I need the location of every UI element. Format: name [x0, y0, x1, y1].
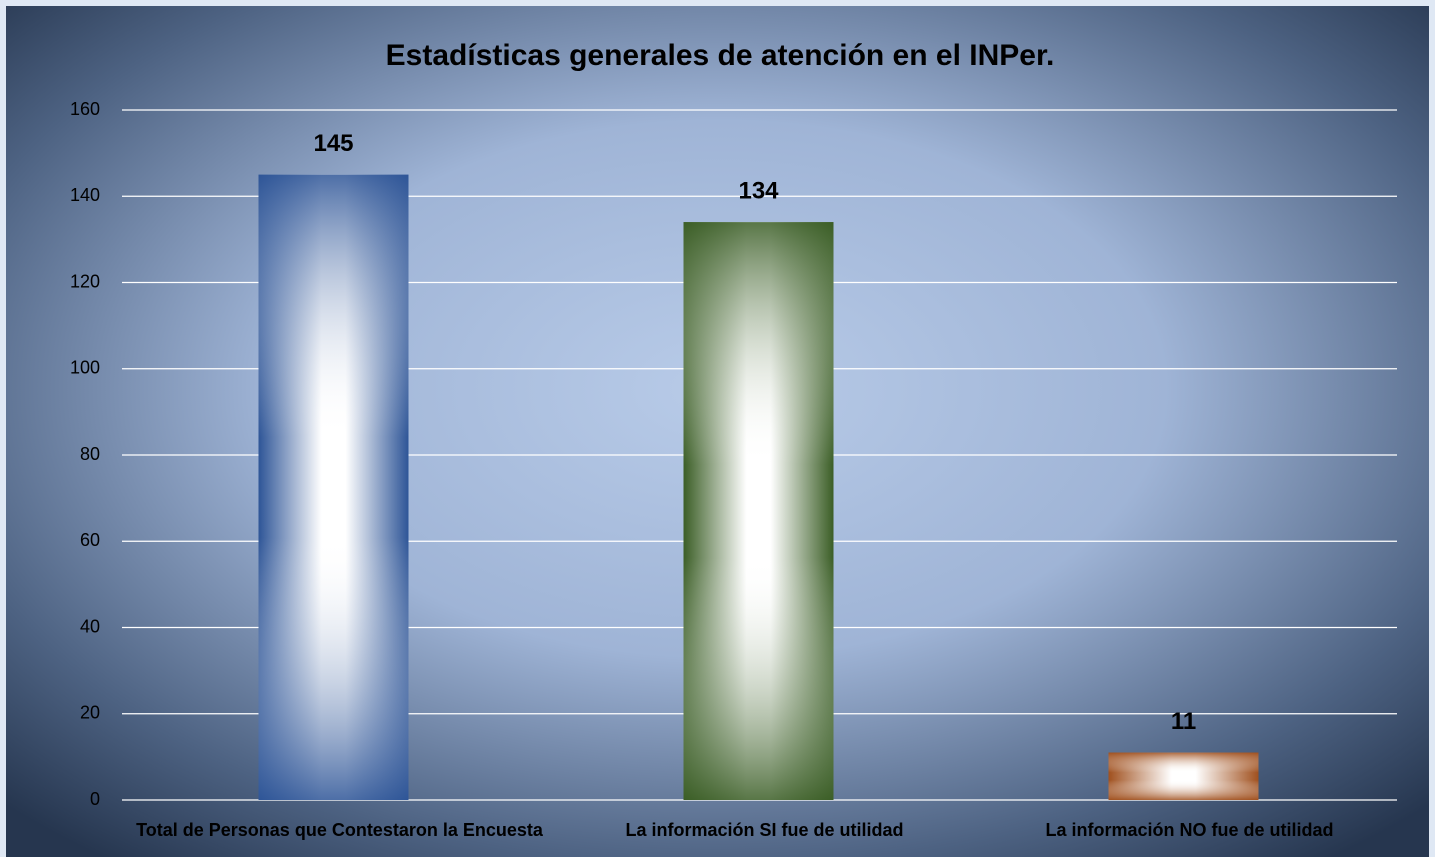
chart-title: Estadísticas generales de atención en el…: [386, 39, 1055, 72]
x-tick-label: La información NO fue de utilidad: [1045, 820, 1333, 840]
value-label: 134: [738, 177, 779, 204]
bar-shade: [258, 174, 409, 800]
y-tick-label: 40: [80, 616, 100, 636]
bar-shade: [1108, 752, 1259, 800]
bar-group: [258, 174, 409, 800]
y-tick-label: 100: [70, 358, 100, 378]
y-tick-label: 20: [80, 703, 100, 723]
y-tick-label: 60: [80, 530, 100, 550]
x-tick-label: Total de Personas que Contestaron la Enc…: [136, 820, 544, 840]
y-tick-label: 80: [80, 444, 100, 464]
y-tick-label: 0: [90, 789, 100, 809]
bar-shade: [683, 222, 834, 800]
value-label: 11: [1171, 708, 1196, 735]
y-tick-label: 160: [70, 99, 100, 119]
bar-group: [683, 222, 834, 800]
y-tick-label: 140: [70, 185, 100, 205]
x-tick-label: La información SI fue de utilidad: [625, 820, 903, 840]
y-tick-label: 120: [70, 271, 100, 291]
bar-group: [1108, 752, 1259, 800]
value-label: 145: [313, 130, 353, 157]
